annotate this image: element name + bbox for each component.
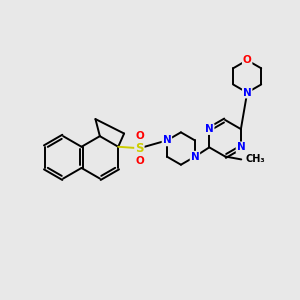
Text: O: O	[136, 156, 144, 166]
Text: N: N	[205, 124, 214, 134]
Text: N: N	[243, 88, 251, 98]
Text: N: N	[190, 152, 199, 162]
Text: S: S	[135, 142, 144, 155]
Text: O: O	[136, 131, 144, 141]
Text: N: N	[236, 142, 245, 152]
Text: O: O	[243, 55, 251, 65]
Text: N: N	[163, 135, 171, 146]
Text: CH₃: CH₃	[245, 154, 265, 164]
